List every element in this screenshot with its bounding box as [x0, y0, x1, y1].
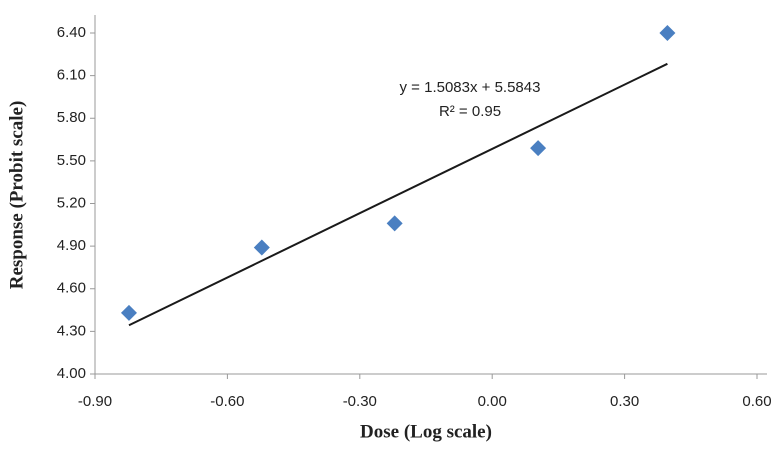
y-tick-label: 5.20 — [57, 194, 86, 211]
x-tick-label: 0.00 — [478, 393, 507, 410]
x-tick-label: -0.90 — [78, 393, 112, 410]
trendline-r2: R² = 0.95 — [439, 103, 501, 120]
y-axis-label: Response (Probit scale) — [6, 101, 27, 290]
y-tick-label: 4.90 — [57, 237, 86, 254]
y-tick-label: 4.30 — [57, 322, 86, 339]
marker — [530, 140, 547, 157]
trendline — [128, 62, 668, 327]
x-tick-label: -0.60 — [210, 393, 244, 410]
x-tick-label: -0.30 — [343, 393, 377, 410]
marker — [120, 304, 137, 321]
x-axis-label: Dose (Log scale) — [360, 421, 492, 442]
y-tick-label: 5.80 — [57, 109, 86, 126]
y-tick-label: 5.50 — [57, 152, 86, 169]
x-tick-label: 0.60 — [742, 393, 771, 410]
marker — [386, 215, 403, 232]
y-tick-label: 6.10 — [57, 67, 86, 84]
y-tick-label: 6.40 — [57, 24, 86, 41]
x-tick-label: 0.30 — [610, 393, 639, 410]
y-tick-label: 4.00 — [57, 365, 86, 382]
y-tick-label: 4.60 — [57, 280, 86, 297]
trendline-equation: y = 1.5083x + 5.5843 — [400, 79, 541, 96]
marker — [659, 25, 676, 41]
marker — [253, 239, 270, 256]
